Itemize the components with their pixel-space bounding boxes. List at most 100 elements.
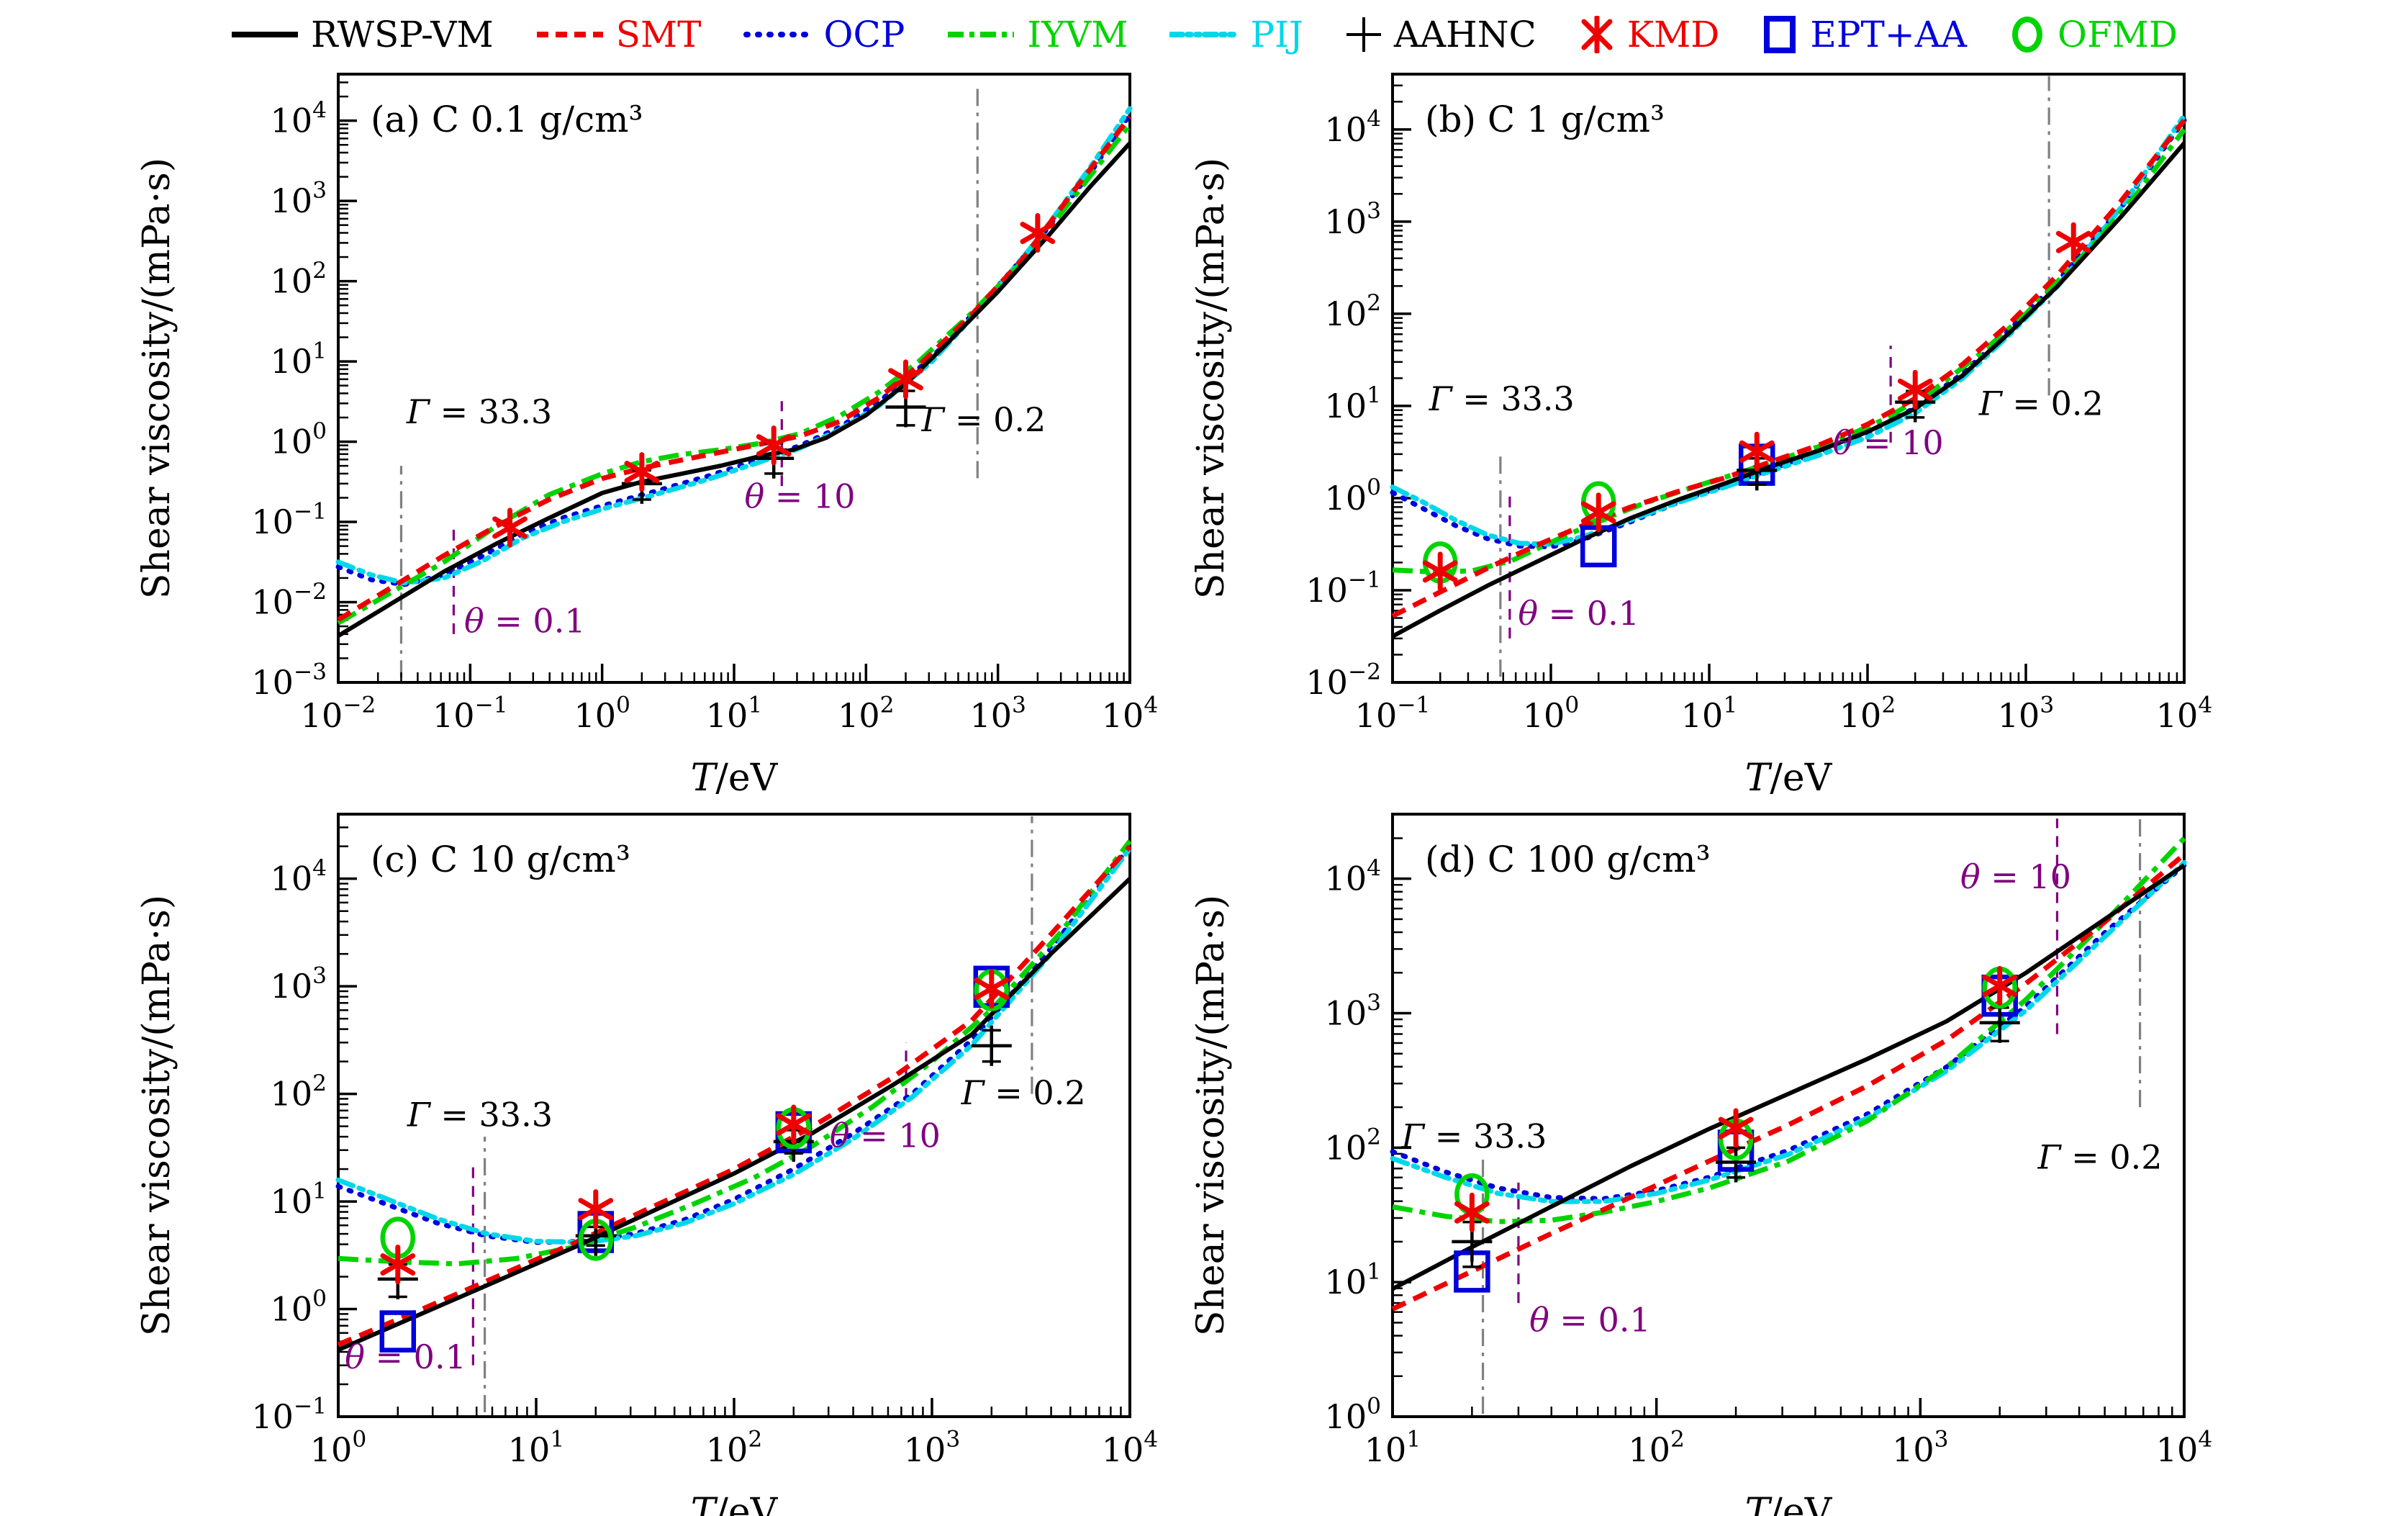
- svg-text:103: 103: [1325, 990, 1381, 1033]
- svg-text:102: 102: [1839, 692, 1896, 735]
- svg-text:103: 103: [1892, 1426, 1948, 1469]
- legend-label: IYVM: [1027, 14, 1128, 55]
- svg-text:103: 103: [969, 692, 1026, 735]
- svg-text:101: 101: [1325, 1258, 1381, 1301]
- x-axis-title: T/eV: [691, 1491, 779, 1516]
- svg-text:104: 104: [2156, 692, 2212, 735]
- y-axis-title: Shear viscosity/(mPa·s): [135, 158, 178, 599]
- plus-marker-icon: [1346, 17, 1381, 52]
- legend-label: PIJ: [1250, 14, 1303, 55]
- svg-text:10−1: 10−1: [1355, 692, 1431, 735]
- annotation-θ=10: θ = 10: [1960, 857, 2071, 896]
- annotation-θ=10: θ = 10: [830, 1116, 941, 1155]
- svg-text:102: 102: [1325, 290, 1381, 333]
- svg-text:100: 100: [271, 418, 327, 461]
- circle-marker-icon: [2012, 17, 2042, 53]
- annotation-θ=0.1: θ = 0.1: [464, 602, 586, 641]
- svg-text:10−2: 10−2: [1305, 659, 1381, 702]
- annotation-Γ=33.3: Γ = 33.3: [407, 1096, 553, 1134]
- series-IYVM: [1392, 127, 2186, 574]
- svg-text:102: 102: [706, 1426, 762, 1469]
- series-RWSP-VM: [337, 141, 1132, 638]
- panel-b: 10−1 100 101 102 103 10410−210−11001011021031…: [1190, 73, 2212, 800]
- annotation-Γ=0.2: Γ = 0.2: [2037, 1137, 2163, 1176]
- legend-item-rwsp-vm: RWSP-VM: [230, 14, 494, 55]
- panel-title: (c) C 10 g/cm³: [371, 839, 630, 880]
- markers-KMD: [1422, 222, 2091, 592]
- svg-text:101: 101: [1681, 692, 1737, 735]
- svg-text:100: 100: [574, 692, 630, 735]
- svg-text:102: 102: [1325, 1124, 1381, 1168]
- markers-AAHNC: [377, 1025, 1012, 1299]
- panel-title: (b) C 1 g/cm³: [1425, 99, 1665, 140]
- legend-label: OFMD: [2058, 14, 2178, 55]
- plot-box: [1391, 813, 2186, 1418]
- svg-text:10−1: 10−1: [1305, 567, 1381, 610]
- series-OCP: [335, 844, 1133, 1245]
- legend-item-aahnc: AAHNC: [1345, 14, 1536, 55]
- svg-text:101: 101: [508, 1426, 564, 1469]
- svg-text:10−1: 10−1: [251, 1393, 327, 1436]
- series-OCP: [335, 112, 1133, 587]
- svg-text:10−1: 10−1: [251, 498, 327, 541]
- svg-text:100: 100: [271, 1286, 327, 1329]
- series-SMT: [337, 114, 1132, 622]
- legend-item-ept-aa: EPT+AA: [1761, 14, 1967, 55]
- x-axis-title: T/eV: [1745, 757, 1833, 800]
- series-RWSP-VM: [1391, 863, 2186, 1291]
- svg-text:102: 102: [1628, 1426, 1684, 1469]
- series-OCP: [1390, 862, 2187, 1201]
- svg-text:10−1: 10−1: [433, 692, 508, 735]
- svg-text:101: 101: [271, 1178, 327, 1221]
- series-OCP: [1390, 117, 2187, 550]
- x-axis-title: T/eV: [691, 757, 779, 800]
- legend-item-smt: SMT: [535, 14, 702, 55]
- svg-text:101: 101: [1325, 382, 1381, 425]
- svg-text:103: 103: [1325, 198, 1381, 241]
- plot-box: [337, 73, 1131, 684]
- svg-text:103: 103: [904, 1426, 960, 1469]
- series-SMT: [1391, 852, 2186, 1312]
- series-SMT: [1391, 118, 2186, 618]
- legend-item-iyvm: IYVM: [946, 14, 1128, 55]
- svg-text:103: 103: [271, 962, 327, 1006]
- series-SMT: [337, 844, 1132, 1348]
- series-PIJ: [335, 846, 1133, 1245]
- annotation-Γ=33.3: Γ = 33.3: [1429, 379, 1575, 418]
- annotation-θ=10: θ = 10: [1833, 423, 1944, 462]
- svg-text:104: 104: [271, 97, 327, 140]
- svg-text:102: 102: [271, 1070, 327, 1114]
- legend-label: AAHNC: [1393, 14, 1536, 55]
- svg-text:104: 104: [2156, 1426, 2212, 1469]
- y-axis-title: Shear viscosity/(mPa·s): [135, 895, 178, 1336]
- svg-text:100: 100: [1523, 692, 1579, 735]
- legend-item-ocp: OCP: [743, 14, 905, 55]
- svg-text:103: 103: [1998, 692, 2054, 735]
- panel-title: (d) C 100 g/cm³: [1425, 839, 1711, 880]
- svg-text:104: 104: [1325, 106, 1381, 149]
- markers-EPT+AA: [379, 965, 1010, 1353]
- asterisk-marker-icon: [1581, 16, 1613, 53]
- dotted-line-icon: [743, 32, 813, 37]
- svg-text:102: 102: [271, 258, 327, 301]
- svg-text:100: 100: [310, 1426, 366, 1469]
- legend-label: KMD: [1626, 14, 1720, 55]
- dashdot-line-icon: [948, 32, 1015, 37]
- svg-text:104: 104: [271, 855, 327, 898]
- series-PIJ: [335, 106, 1133, 586]
- svg-text:10−2: 10−2: [301, 692, 376, 735]
- markers-KMD: [1454, 965, 2018, 1232]
- legend-label: EPT+AA: [1810, 14, 1967, 55]
- markers-KMD: [380, 968, 1010, 1285]
- annotation-θ=10: θ = 10: [745, 477, 856, 515]
- series-PIJ: [1390, 113, 2187, 547]
- svg-text:104: 104: [1325, 855, 1381, 898]
- panel-c: 100 101 102 103 10410−1100101102103104T/eVSh…: [135, 813, 1158, 1516]
- svg-text:102: 102: [838, 692, 894, 735]
- annotation-Γ=0.2: Γ = 0.2: [961, 1073, 1086, 1112]
- solid-line-icon: [232, 32, 299, 37]
- svg-text:10−2: 10−2: [251, 579, 327, 622]
- legend-label: RWSP-VM: [311, 14, 494, 55]
